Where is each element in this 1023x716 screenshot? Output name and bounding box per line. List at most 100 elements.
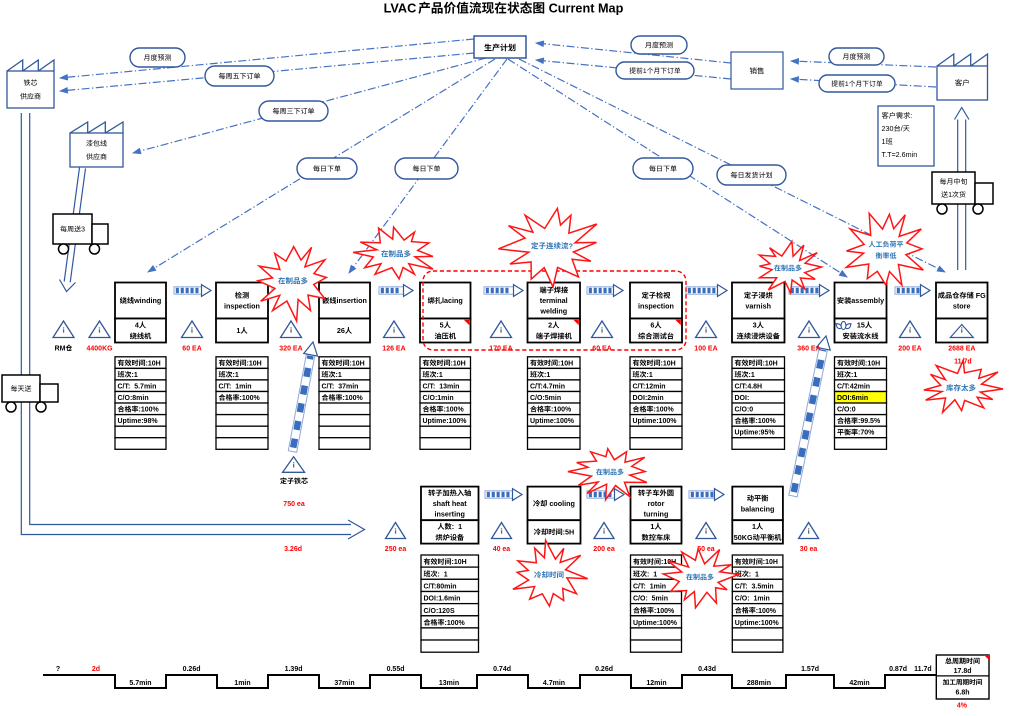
svg-text::10H: :10H <box>763 559 778 566</box>
svg-text:11.7d: 11.7d <box>954 359 972 366</box>
svg-text:LVAC: LVAC <box>384 2 417 16</box>
svg-text:50 ea: 50 ea <box>697 546 715 553</box>
svg-text:C/O:0: C/O:0 <box>837 407 856 414</box>
svg-text:C/T:4.7min: C/T:4.7min <box>530 384 565 391</box>
svg-text:4%: 4% <box>957 703 968 710</box>
svg-text:1.57d: 1.57d <box>801 666 819 673</box>
svg-text:C/O:5min: C/O:5min <box>530 395 561 402</box>
svg-text:assembly: assembly <box>851 296 884 305</box>
svg-text:2d: 2d <box>92 666 100 673</box>
svg-text:126 EA: 126 EA <box>382 346 405 353</box>
svg-text:1min: 1min <box>234 680 250 687</box>
svg-text:FG: FG <box>974 291 986 300</box>
svg-text:288min: 288min <box>747 680 771 687</box>
svg-text:/: / <box>901 124 903 133</box>
svg-text::1: :1 <box>437 372 443 379</box>
svg-text:750 ea: 750 ea <box>283 501 305 508</box>
svg-text:: 1: : 1 <box>452 522 462 531</box>
svg-text::100%: :100% <box>756 418 777 425</box>
svg-text:3: 3 <box>81 227 85 234</box>
svg-text:6.8h: 6.8h <box>956 690 970 697</box>
svg-text:30 ea: 30 ea <box>800 546 818 553</box>
svg-text:inspection: inspection <box>638 301 674 310</box>
svg-text:C/O:1min: C/O:1min <box>423 395 454 402</box>
svg-text::100%: :100% <box>343 395 364 402</box>
svg-text::10H: :10H <box>350 360 365 367</box>
svg-text:C/O:8min: C/O:8min <box>118 395 149 402</box>
svg-text:37min: 37min <box>334 680 354 687</box>
svg-text:winding: winding <box>133 296 161 305</box>
svg-text:: 1: : 1 <box>438 571 448 578</box>
svg-text:100 EA: 100 EA <box>694 346 717 353</box>
svg-text:170 EA: 170 EA <box>489 346 512 353</box>
svg-text::1: :1 <box>851 372 857 379</box>
svg-text:1: 1 <box>948 192 952 199</box>
svg-text:balancing: balancing <box>741 504 775 513</box>
svg-text:Uptime:100%: Uptime:100% <box>633 620 678 627</box>
svg-text:4400KG: 4400KG <box>87 346 114 353</box>
svg-text:0.74d: 0.74d <box>493 666 511 673</box>
svg-text:Uptime:100%: Uptime:100% <box>735 620 780 627</box>
svg-text::10H: :10H <box>661 559 676 566</box>
svg-text:Uptime:98%: Uptime:98% <box>118 418 159 425</box>
svg-text:6: 6 <box>650 321 654 330</box>
svg-text:0.87d: 0.87d <box>889 666 907 673</box>
svg-text:320 EA: 320 EA <box>279 346 302 353</box>
svg-text:T.T=2.6min: T.T=2.6min <box>882 150 918 159</box>
svg-text:C/T:12min: C/T:12min <box>633 384 666 391</box>
svg-text::10H: :10H <box>661 360 676 367</box>
svg-text:2688 EA: 2688 EA <box>948 346 975 353</box>
svg-text::100%: :100% <box>444 407 465 414</box>
svg-text:40 ea: 40 ea <box>493 546 511 553</box>
svg-text:C/T: 13min: C/T: 13min <box>423 384 460 391</box>
svg-text:DOI:2min: DOI:2min <box>633 395 664 402</box>
svg-text::10H: :10H <box>247 360 262 367</box>
svg-text::10H: :10H <box>451 360 466 367</box>
svg-text:1: 1 <box>882 137 886 146</box>
svg-text:DOI:: DOI: <box>735 395 750 402</box>
svg-text:Current Map: Current Map <box>545 2 623 16</box>
svg-text:60 EA: 60 EA <box>592 346 611 353</box>
svg-text:Uptime:100%: Uptime:100% <box>633 418 678 425</box>
svg-text:1: 1 <box>643 68 647 75</box>
svg-text:rotor: rotor <box>648 499 665 508</box>
svg-text:RM: RM <box>55 346 66 353</box>
svg-text:welding: welding <box>539 307 567 316</box>
svg-text:C/O: 5min: C/O: 5min <box>633 596 668 603</box>
svg-text:: 1: : 1 <box>647 571 657 578</box>
svg-text::10H: :10H <box>146 360 161 367</box>
svg-text:insertion: insertion <box>337 296 367 305</box>
svg-text:200 EA: 200 EA <box>898 346 921 353</box>
svg-text:Uptime:100%: Uptime:100% <box>423 418 468 425</box>
svg-text:1: 1 <box>752 522 756 531</box>
svg-text::100%: :100% <box>756 608 777 615</box>
svg-text:360 EA: 360 EA <box>797 346 820 353</box>
svg-text::10H: :10H <box>452 559 467 566</box>
svg-text:inserting: inserting <box>435 510 465 519</box>
svg-text:1.39d: 1.39d <box>285 666 303 673</box>
svg-text:cooling: cooling <box>547 499 575 508</box>
svg-text:store: store <box>953 301 971 310</box>
svg-text::100%: :100% <box>654 407 675 414</box>
svg-text::10H: :10H <box>763 360 778 367</box>
svg-text::10H: :10H <box>558 360 573 367</box>
svg-text:5: 5 <box>440 321 444 330</box>
svg-text::100%: :100% <box>654 608 675 615</box>
svg-text:?: ? <box>56 666 60 673</box>
svg-text::100%: :100% <box>240 395 261 402</box>
svg-text:0.26d: 0.26d <box>183 666 201 673</box>
svg-text:15: 15 <box>857 321 865 330</box>
svg-text::99.5%: :99.5% <box>858 418 881 425</box>
svg-text:50KG: 50KG <box>734 533 753 542</box>
svg-text:4.7min: 4.7min <box>543 680 565 687</box>
svg-text:C/T: 5.7min: C/T: 5.7min <box>118 384 157 391</box>
svg-text:26: 26 <box>337 326 345 335</box>
svg-text:C/T: 3.5min: C/T: 3.5min <box>735 583 774 590</box>
svg-text:0.55d: 0.55d <box>387 666 405 673</box>
svg-text:230: 230 <box>882 124 894 133</box>
svg-text::1: :1 <box>647 372 653 379</box>
svg-text:12min: 12min <box>646 680 666 687</box>
svg-text:250 ea: 250 ea <box>385 546 407 553</box>
svg-text:1: 1 <box>845 81 849 88</box>
svg-text::100%: :100% <box>551 407 572 414</box>
